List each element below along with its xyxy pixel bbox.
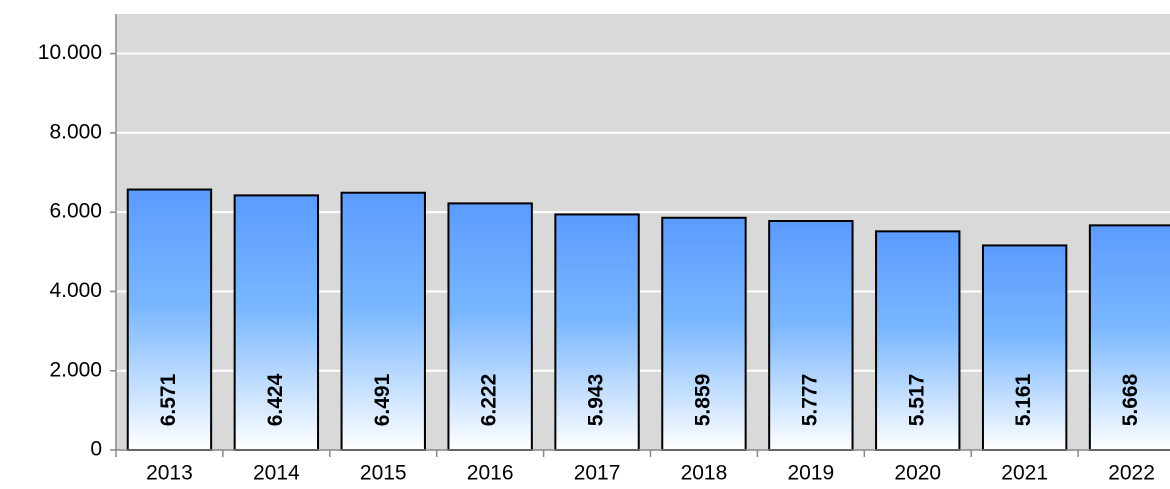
x-tick-label: 2015 <box>360 462 407 485</box>
value-label: 5.859 <box>691 374 714 427</box>
y-tick-label: 6.000 <box>49 200 102 223</box>
y-tick-label: 4.000 <box>49 279 102 302</box>
value-label: 5.777 <box>798 374 821 427</box>
bar <box>233 194 320 451</box>
x-tick-label: 2014 <box>253 462 300 485</box>
bar <box>126 188 213 451</box>
bar <box>340 191 426 451</box>
x-tick-label: 2013 <box>146 462 193 485</box>
bar <box>447 202 533 451</box>
y-tick-label: 10.000 <box>38 41 102 64</box>
value-label: 5.943 <box>585 374 608 427</box>
y-tick-label: 0 <box>90 438 102 461</box>
value-label: 6.491 <box>371 373 394 426</box>
bar <box>981 244 1068 451</box>
bar <box>875 230 961 451</box>
value-label: 5.668 <box>1119 373 1142 426</box>
value-label: 6.222 <box>478 374 501 427</box>
y-tick-label: 2.000 <box>49 358 102 381</box>
x-tick-label: 2017 <box>574 462 621 485</box>
bar <box>768 220 854 451</box>
value-label: 6.571 <box>157 373 180 426</box>
bar <box>1088 224 1170 451</box>
y-tick-label: 8.000 <box>49 120 102 143</box>
value-label: 5.517 <box>905 374 928 427</box>
value-label: 5.161 <box>1012 373 1035 426</box>
bar <box>554 213 640 451</box>
x-tick-label: 2021 <box>1001 462 1048 485</box>
x-tick-label: 2018 <box>681 462 728 485</box>
x-tick-label: 2016 <box>467 462 514 485</box>
x-tick-label: 2022 <box>1108 462 1155 485</box>
bar <box>661 216 747 451</box>
value-label: 6.424 <box>264 373 287 426</box>
x-tick-label: 2020 <box>894 462 941 485</box>
x-tick-label: 2019 <box>787 462 834 485</box>
